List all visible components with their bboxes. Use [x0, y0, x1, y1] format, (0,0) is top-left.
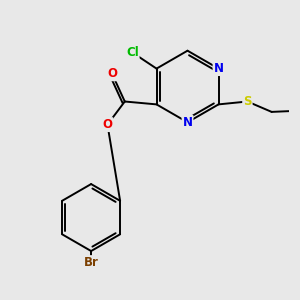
- Text: Cl: Cl: [126, 46, 139, 59]
- Text: N: N: [214, 62, 224, 75]
- Text: O: O: [103, 118, 112, 131]
- Text: O: O: [107, 67, 117, 80]
- Text: N: N: [182, 116, 193, 129]
- Text: Br: Br: [84, 256, 98, 269]
- Text: S: S: [243, 95, 252, 108]
